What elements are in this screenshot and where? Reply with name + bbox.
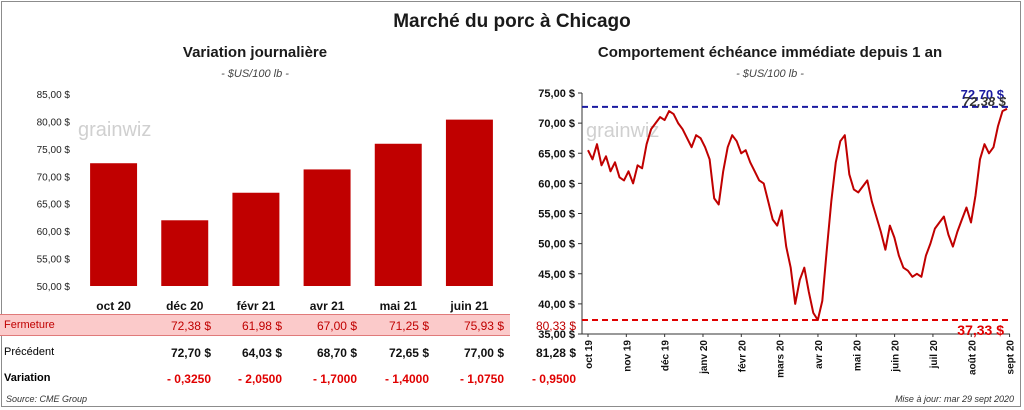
table-cell: 61,98 $ (241, 319, 282, 333)
row-label: Précédent (4, 346, 55, 358)
y-tick-label: 55,00 $ (37, 255, 71, 266)
table-cell: - 0,3250 (166, 372, 211, 386)
y-tick-label: 35,00 $ (538, 329, 575, 341)
watermark: grainwiz (586, 120, 659, 142)
x-tick-label: févr 20 (737, 340, 748, 373)
x-tick-label: juil 20 (929, 340, 940, 370)
x-tick-label: août 20 (967, 340, 978, 375)
x-tick-label: mai 21 (380, 299, 418, 313)
table-row: Précédent 72,70 $ 64,03 $ 68,70 $ 72,65 $ 77,… (0, 342, 576, 364)
x-tick-label: juin 20 (891, 340, 902, 373)
table-cell: 81,28 $ (535, 346, 576, 360)
row-label: Variation (4, 372, 51, 384)
right-chart-unit: - $US/100 lb - (736, 68, 804, 80)
table-cell: - 1,0750 (459, 372, 504, 386)
update-note: Mise à jour: mar 29 sept 2020 (894, 394, 1014, 404)
bar-3 (303, 169, 351, 286)
y-tick-label: 60,00 $ (538, 178, 575, 190)
table-cell: 80,33 $ (535, 319, 576, 333)
price-line (587, 107, 1008, 321)
reference-label-high: 72,70 $ (961, 87, 1005, 102)
table-cell: - 1,4000 (384, 372, 429, 386)
watermark: grainwiz (78, 119, 151, 141)
reference-label-low: 37,33 $ (957, 322, 1004, 338)
table-cell: 71,25 $ (388, 319, 429, 333)
x-tick-label: oct 20 (96, 299, 131, 313)
source-note: Source: CME Group (6, 394, 88, 404)
y-tick-label: 65,00 $ (538, 148, 575, 160)
row-label: Fermeture (4, 319, 55, 331)
x-tick-label: déc 20 (166, 299, 204, 313)
right-chart-title: Comportement échéance immédiate depuis 1… (597, 44, 943, 61)
table-cell: 64,03 $ (241, 346, 282, 360)
y-tick-label: 75,00 $ (538, 88, 575, 100)
x-tick-label: déc 19 (661, 340, 672, 372)
bar-2 (232, 192, 280, 286)
y-tick-label: 60,00 $ (37, 227, 71, 238)
left-chart-unit: - $US/100 lb - (221, 68, 289, 80)
x-tick-label: nov 19 (622, 340, 633, 372)
y-tick-label: 85,00 $ (37, 90, 71, 101)
y-tick-label: 55,00 $ (538, 209, 575, 221)
y-tick-label: 45,00 $ (538, 269, 575, 281)
bar-1 (161, 220, 209, 286)
table-cell: 72,65 $ (388, 346, 429, 360)
x-tick-label: oct 19 (584, 340, 595, 369)
x-tick-label: sept 20 (1006, 340, 1017, 375)
y-tick-label: 70,00 $ (37, 172, 71, 183)
x-tick-label: mai 20 (852, 340, 863, 372)
table-row: Fermeture 72,38 $ 61,98 $ 67,00 $ 71,25 $ 75,… (0, 314, 576, 336)
bar-5 (445, 119, 493, 286)
x-tick-label: janv 20 (699, 340, 710, 375)
y-tick-label: 80,00 $ (37, 117, 71, 128)
table-cell: - 1,7000 (312, 372, 357, 386)
y-tick-label: 40,00 $ (538, 299, 575, 311)
x-tick-label: févr 21 (237, 299, 276, 313)
table-cell: 72,70 $ (170, 346, 211, 360)
left-chart-title: Variation journalière (182, 44, 328, 61)
table-cell: - 2,0500 (237, 372, 282, 386)
y-tick-label: 50,00 $ (538, 239, 575, 251)
last-value-label: 72,38 $ (963, 94, 1007, 109)
x-tick-label: mars 20 (776, 340, 787, 378)
table-cell: 68,70 $ (316, 346, 357, 360)
table-cell: 67,00 $ (316, 319, 357, 333)
bar-4 (374, 143, 422, 286)
x-tick-label: avr 20 (814, 340, 825, 369)
table-cell: 72,38 $ (170, 319, 211, 333)
x-tick-label: avr 21 (310, 299, 345, 313)
table-cell: 77,00 $ (463, 346, 504, 360)
y-tick-label: 70,00 $ (538, 118, 575, 130)
page-title: Marché du porc à Chicago (393, 11, 631, 32)
y-tick-label: 75,00 $ (37, 145, 71, 156)
bar-0 (90, 163, 138, 286)
y-tick-label: 50,00 $ (37, 282, 71, 293)
table-cell: - 0,9500 (531, 372, 576, 386)
x-tick-label: juin 21 (449, 299, 488, 313)
table-row: Variation - 0,3250 - 2,0500 - 1,7000 - 1,400… (0, 368, 576, 390)
y-tick-label: 65,00 $ (37, 200, 71, 211)
table-cell: 75,93 $ (463, 319, 504, 333)
